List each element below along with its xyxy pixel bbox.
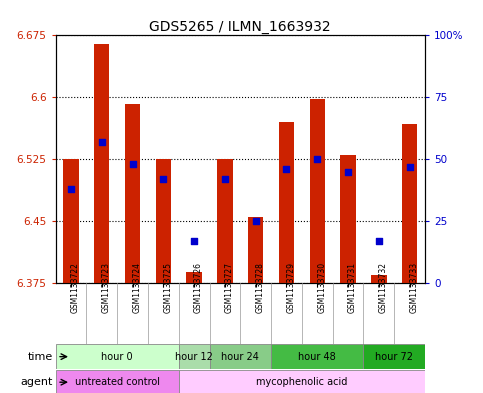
Point <box>221 176 229 182</box>
Point <box>190 238 198 244</box>
Point <box>283 166 290 172</box>
Point <box>67 186 75 192</box>
Bar <box>156 159 171 283</box>
Point <box>98 139 106 145</box>
Point <box>375 238 383 244</box>
Text: untreated control: untreated control <box>75 377 159 387</box>
Text: GSM1133732: GSM1133732 <box>379 263 388 314</box>
Text: hour 72: hour 72 <box>375 352 413 362</box>
Bar <box>210 344 271 369</box>
Bar <box>94 44 110 283</box>
Text: GSM1133725: GSM1133725 <box>163 263 172 314</box>
Point <box>128 161 136 167</box>
Text: GSM1133733: GSM1133733 <box>410 262 419 314</box>
Text: GSM1133728: GSM1133728 <box>256 263 265 314</box>
Point <box>406 163 413 170</box>
Text: hour 0: hour 0 <box>101 352 133 362</box>
Text: GSM1133730: GSM1133730 <box>317 262 327 314</box>
Text: mycophenolic acid: mycophenolic acid <box>256 377 348 387</box>
Bar <box>371 275 386 283</box>
Point <box>252 218 259 224</box>
Bar <box>179 344 210 369</box>
Text: hour 48: hour 48 <box>298 352 336 362</box>
Bar <box>125 104 140 283</box>
Bar <box>217 159 233 283</box>
Bar <box>402 124 417 283</box>
Text: GSM1133724: GSM1133724 <box>132 263 142 314</box>
Text: agent: agent <box>21 377 53 387</box>
Text: GSM1133726: GSM1133726 <box>194 263 203 314</box>
Point <box>344 168 352 174</box>
Text: time: time <box>28 352 53 362</box>
Text: GSM1133727: GSM1133727 <box>225 263 234 314</box>
Text: GSM1133729: GSM1133729 <box>286 263 296 314</box>
Text: GSM1133723: GSM1133723 <box>102 263 111 314</box>
Bar <box>186 272 202 283</box>
Text: GSM1133722: GSM1133722 <box>71 263 80 314</box>
Bar <box>364 344 425 369</box>
Text: GSM1133731: GSM1133731 <box>348 263 357 314</box>
Text: hour 12: hour 12 <box>175 352 213 362</box>
Bar <box>279 122 294 283</box>
Bar <box>271 344 364 369</box>
Point <box>159 176 167 182</box>
Bar <box>179 370 425 393</box>
Bar <box>341 155 356 283</box>
Bar <box>63 159 79 283</box>
Bar <box>56 370 179 393</box>
Bar <box>248 217 263 283</box>
Point <box>313 156 321 162</box>
Text: hour 24: hour 24 <box>221 352 259 362</box>
Bar <box>310 99 325 283</box>
Bar <box>56 344 179 369</box>
Title: GDS5265 / ILMN_1663932: GDS5265 / ILMN_1663932 <box>149 20 331 34</box>
